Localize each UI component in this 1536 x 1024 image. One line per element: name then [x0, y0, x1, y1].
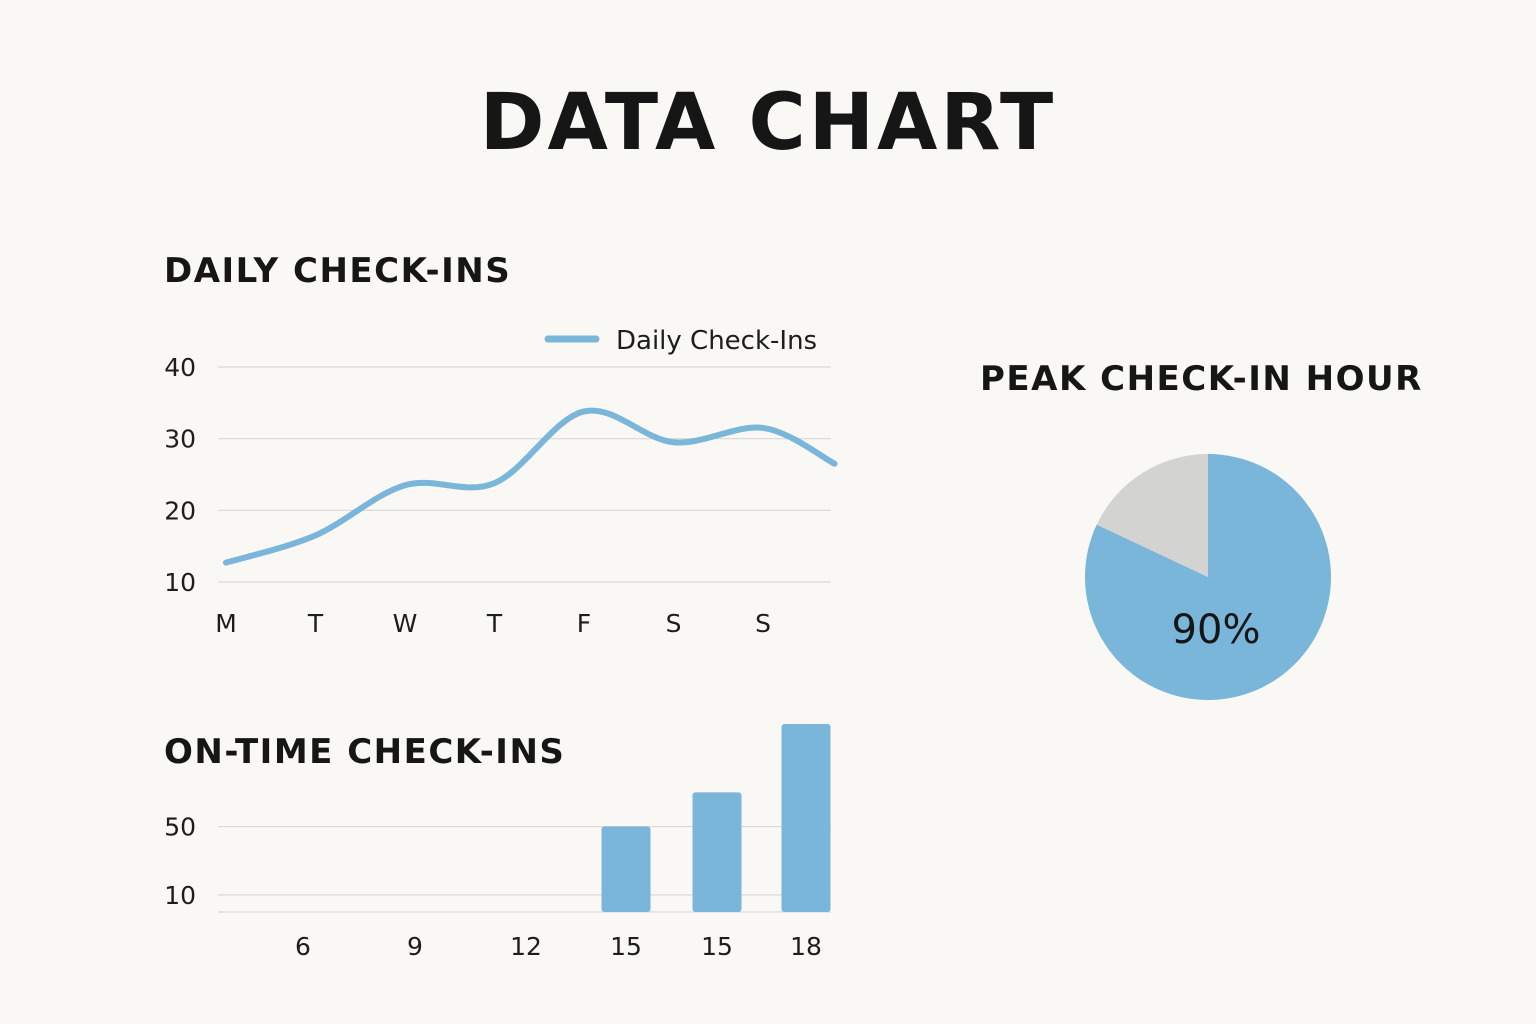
- x-tick-label: 6: [295, 932, 311, 961]
- peak-check-in-hour-title: PEAK CHECK-IN HOUR: [980, 359, 1423, 399]
- x-tick-label: T: [486, 609, 503, 638]
- x-tick-label: 15: [701, 932, 733, 961]
- x-tick-label: 18: [790, 932, 822, 961]
- y-tick-label: 50: [164, 813, 196, 842]
- y-tick-label: 20: [164, 496, 196, 525]
- x-tick-label: S: [666, 609, 682, 638]
- y-tick-label: 30: [164, 425, 196, 454]
- on-time-check-ins-title: ON-TIME CHECK-INS: [164, 732, 566, 772]
- x-tick-label: W: [393, 609, 418, 638]
- x-tick-label: 15: [610, 932, 642, 961]
- daily-check-ins-series-line: [223, 407, 838, 566]
- x-tick-label: M: [215, 609, 237, 638]
- x-tick-label: 9: [407, 932, 423, 961]
- pie-percentage-label: 90%: [1172, 607, 1261, 653]
- bar: [781, 724, 831, 912]
- page-title: DATA CHART: [479, 78, 1057, 168]
- y-tick-label: 40: [164, 353, 196, 382]
- x-tick-label: T: [307, 609, 324, 638]
- x-tick-label: F: [577, 609, 591, 638]
- y-tick-label: 10: [164, 881, 196, 910]
- x-tick-label: 12: [510, 932, 542, 961]
- y-tick-label: 10: [164, 568, 196, 597]
- bar: [692, 792, 742, 912]
- daily-check-ins-title: DAILY CHECK-INS: [164, 251, 512, 291]
- x-tick-label: S: [755, 609, 771, 638]
- pie-slice: [1096, 454, 1208, 577]
- bar: [601, 826, 651, 912]
- legend-label: Daily Check-Ins: [616, 326, 817, 356]
